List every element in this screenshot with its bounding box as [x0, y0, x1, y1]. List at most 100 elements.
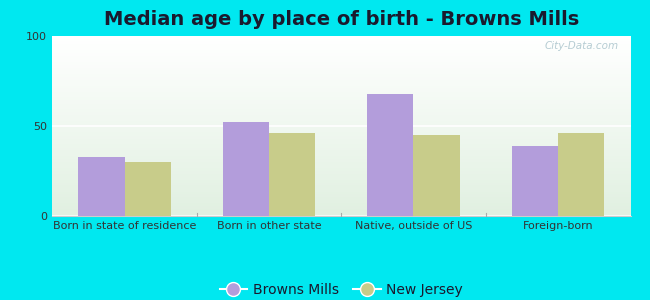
- Bar: [52, 198, 630, 199]
- Bar: [52, 195, 630, 196]
- Bar: [52, 181, 630, 182]
- Bar: [52, 177, 630, 178]
- Bar: [52, 46, 630, 47]
- Bar: [52, 215, 630, 216]
- Bar: [52, 162, 630, 163]
- Bar: [52, 213, 630, 214]
- Bar: [52, 37, 630, 38]
- Bar: [52, 189, 630, 190]
- Bar: [52, 38, 630, 39]
- Bar: [52, 165, 630, 166]
- Bar: [52, 62, 630, 63]
- Bar: [52, 143, 630, 144]
- Bar: [52, 64, 630, 65]
- Bar: [52, 108, 630, 109]
- Bar: [52, 101, 630, 102]
- Bar: [52, 185, 630, 186]
- Bar: [52, 120, 630, 121]
- Bar: [52, 141, 630, 142]
- Bar: [52, 164, 630, 165]
- Bar: [52, 148, 630, 149]
- Bar: [52, 123, 630, 124]
- Bar: [52, 110, 630, 111]
- Bar: [52, 200, 630, 201]
- Bar: [52, 77, 630, 78]
- Bar: [52, 176, 630, 177]
- Bar: [52, 88, 630, 89]
- Bar: [52, 72, 630, 73]
- Bar: [52, 48, 630, 49]
- Bar: [52, 159, 630, 160]
- Bar: [52, 116, 630, 117]
- Bar: [52, 104, 630, 105]
- Bar: [52, 115, 630, 116]
- Bar: [52, 206, 630, 207]
- Bar: [52, 178, 630, 179]
- Bar: [52, 204, 630, 205]
- Bar: [52, 94, 630, 95]
- Bar: [52, 67, 630, 68]
- Bar: [52, 91, 630, 92]
- Bar: [52, 154, 630, 155]
- Bar: [52, 197, 630, 198]
- Bar: [52, 139, 630, 140]
- Bar: [52, 150, 630, 151]
- Bar: [52, 186, 630, 187]
- Bar: [52, 99, 630, 100]
- Bar: [52, 128, 630, 129]
- Bar: [78, 157, 125, 216]
- Bar: [52, 95, 630, 96]
- Bar: [52, 92, 630, 93]
- Bar: [52, 93, 630, 94]
- Bar: [52, 61, 630, 62]
- Bar: [52, 84, 630, 85]
- Bar: [52, 172, 630, 173]
- Bar: [52, 152, 630, 153]
- Bar: [52, 171, 630, 172]
- Bar: [52, 146, 630, 147]
- Bar: [52, 129, 630, 130]
- Bar: [52, 109, 630, 110]
- Bar: [52, 97, 630, 98]
- Bar: [52, 36, 630, 37]
- Bar: [52, 42, 630, 43]
- Bar: [52, 138, 630, 139]
- Bar: [52, 55, 630, 56]
- Bar: [52, 211, 630, 212]
- Bar: [512, 146, 558, 216]
- Bar: [52, 45, 630, 46]
- Bar: [52, 127, 630, 128]
- Bar: [52, 60, 630, 61]
- Bar: [52, 54, 630, 55]
- Bar: [52, 50, 630, 51]
- Bar: [52, 117, 630, 118]
- Bar: [52, 58, 630, 59]
- Bar: [52, 169, 630, 170]
- Bar: [269, 133, 315, 216]
- Bar: [52, 208, 630, 209]
- Bar: [52, 183, 630, 184]
- Bar: [52, 134, 630, 135]
- Bar: [367, 94, 413, 216]
- Bar: [52, 209, 630, 210]
- Title: Median age by place of birth - Browns Mills: Median age by place of birth - Browns Mi…: [103, 10, 579, 29]
- Bar: [52, 194, 630, 195]
- Bar: [125, 162, 171, 216]
- Bar: [52, 47, 630, 48]
- Bar: [52, 52, 630, 53]
- Bar: [52, 51, 630, 52]
- Bar: [52, 103, 630, 104]
- Bar: [52, 155, 630, 156]
- Bar: [52, 147, 630, 148]
- Bar: [52, 57, 630, 58]
- Bar: [52, 112, 630, 113]
- Bar: [52, 145, 630, 146]
- Bar: [52, 207, 630, 208]
- Bar: [52, 192, 630, 193]
- Bar: [52, 107, 630, 108]
- Bar: [52, 142, 630, 143]
- Bar: [52, 131, 630, 132]
- Bar: [52, 173, 630, 174]
- Bar: [52, 179, 630, 180]
- Bar: [52, 122, 630, 123]
